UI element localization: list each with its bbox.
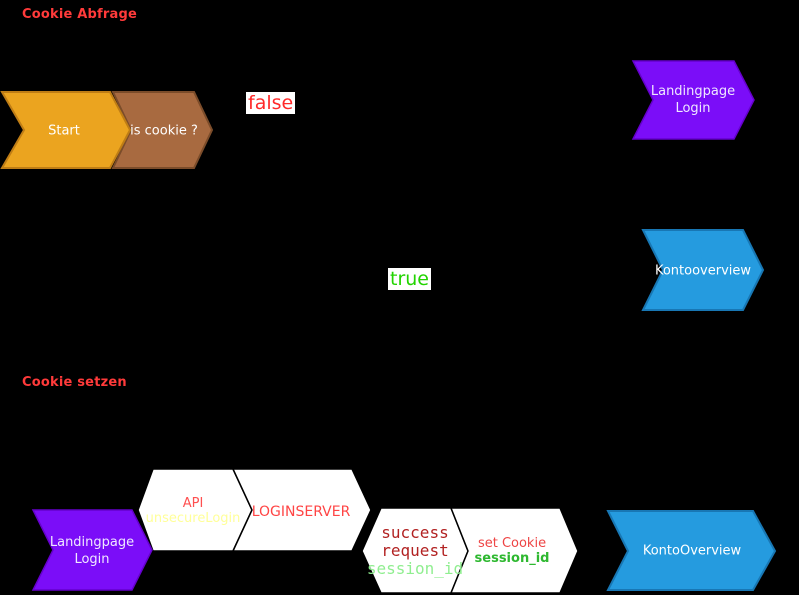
success-step-label: success request session_id — [367, 524, 463, 578]
success-line2: request — [381, 541, 449, 560]
is-cookie-label: is cookie ? — [130, 123, 198, 139]
kontooverview-bottom-arrow-shape — [606, 510, 777, 591]
loginserver-step-shape — [231, 468, 372, 552]
kontooverview-bottom-label: KontoOverview — [642, 543, 742, 559]
landingpage-login-line2: Login — [675, 101, 711, 116]
landingpage-login-bottom-line1: Landingpage — [49, 535, 135, 550]
start-arrow-shape — [0, 91, 132, 169]
landingpage-login-bottom-line2: Login — [74, 552, 110, 567]
landingpage-login-bottom-label: Landingpage Login — [50, 534, 134, 568]
landingpage-login-bottom-arrow-shape — [31, 509, 153, 591]
success-line1: success — [381, 523, 449, 542]
start-label: Start — [48, 123, 80, 139]
landingpage-login-arrow-shape — [631, 60, 755, 140]
set-cookie-line1: set Cookie — [477, 536, 547, 551]
kontooverview-label: Kontooverview — [654, 263, 752, 279]
loginserver-step-label: LOGINSERVER — [251, 504, 351, 520]
kontooverview-arrow-shape — [641, 229, 765, 311]
section-label-cookie-abfrage: Cookie Abfrage — [22, 7, 137, 22]
landingpage-login-label: Landingpage Login — [651, 83, 735, 117]
success-session-id: session_id — [366, 559, 464, 578]
set-cookie-step-shape — [449, 507, 579, 594]
api-step-label: API unsecureLogin — [146, 496, 241, 526]
landingpage-login-line1: Landingpage — [650, 84, 736, 99]
set-cookie-session-id: session_id — [474, 551, 550, 566]
section-label-cookie-setzen: Cookie setzen — [22, 375, 127, 390]
api-step-title: API — [182, 496, 204, 511]
api-step-subtitle: unsecureLogin — [145, 511, 241, 526]
set-cookie-step-label: set Cookie session_id — [475, 536, 550, 566]
true-branch-label: true — [388, 268, 431, 290]
false-branch-label: false — [246, 92, 296, 114]
